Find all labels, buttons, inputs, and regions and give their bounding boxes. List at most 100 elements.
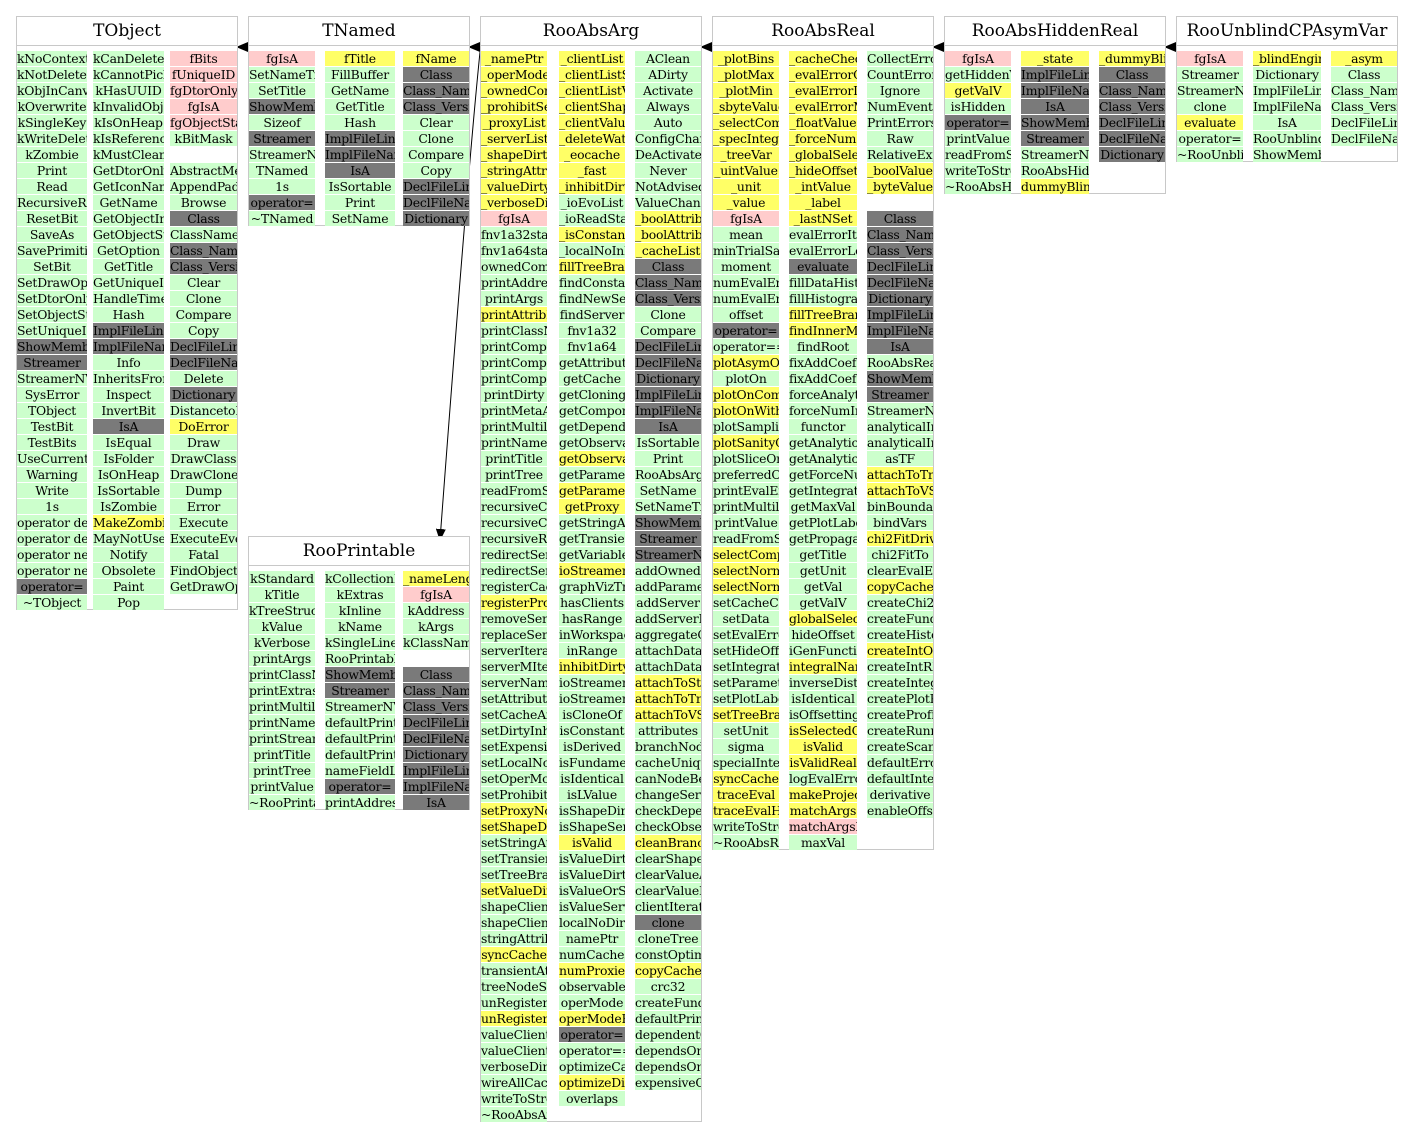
class-member: StreamerNVirtual bbox=[17, 371, 87, 386]
class-member: AClean bbox=[635, 51, 701, 66]
class-member: setTransientAttribute bbox=[481, 851, 547, 866]
class-member: clientIterator bbox=[635, 899, 701, 914]
class-member: ShowMembers bbox=[1021, 115, 1089, 130]
class-member: RooAbsReal bbox=[867, 355, 933, 370]
class-member: readFromStream bbox=[713, 531, 779, 546]
class-member: Class bbox=[1331, 67, 1397, 82]
class-member: matchArgs bbox=[789, 803, 857, 818]
class-member: createScanRI bbox=[867, 739, 933, 754]
class-member: isSelectedComp bbox=[789, 723, 857, 738]
class-member bbox=[170, 147, 237, 162]
class-member: printMultiline bbox=[713, 499, 779, 514]
class-member: Obsolete bbox=[93, 563, 164, 578]
class-member: Print bbox=[325, 195, 395, 210]
class-member: selectComp bbox=[713, 547, 779, 562]
class-member: DeclFileName bbox=[403, 195, 469, 210]
class-member: fgIsA bbox=[945, 51, 1011, 66]
class-member: SetNameTitle bbox=[635, 499, 701, 514]
class-member: DeclFileName bbox=[635, 355, 701, 370]
class-member: FillBuffer bbox=[325, 67, 395, 82]
class-member: setLocalNoDirtyInhibit bbox=[481, 755, 547, 770]
class-member: nameFieldLength bbox=[325, 763, 395, 778]
class-member: Paint bbox=[93, 579, 164, 594]
class-member: fnv1a32start bbox=[481, 227, 547, 242]
class-member: defaultPrintContents bbox=[635, 1011, 701, 1026]
member-column: fgIsAgetHiddenValgetValVisHiddenoperator… bbox=[945, 51, 1011, 195]
class-member: printMultiline bbox=[481, 419, 547, 434]
class-member: addOwnedComponents bbox=[635, 563, 701, 578]
class-member: overlaps bbox=[559, 1091, 625, 1106]
class-member: setValueDirty bbox=[481, 883, 547, 898]
class-title: RooUnblindCPAsymVar bbox=[1177, 17, 1397, 46]
class-member: sigma bbox=[713, 739, 779, 754]
class-member: redirectServersHook bbox=[481, 563, 547, 578]
class-member: clearEvalErrorLog bbox=[867, 563, 933, 578]
class-member: defaultErrorLevel bbox=[867, 755, 933, 770]
class-member: numCaches bbox=[559, 947, 625, 962]
class-member: replaceServer bbox=[481, 627, 547, 642]
class-member: Dictionary bbox=[403, 211, 469, 226]
class-member: constOptimizeTestStatistic bbox=[635, 947, 701, 962]
class-member: IsA bbox=[325, 163, 395, 178]
class-member: Dictionary bbox=[1099, 147, 1165, 162]
class-member: kArgs bbox=[403, 619, 469, 634]
class-member: _blindEngine bbox=[1253, 51, 1321, 66]
class-member: moment bbox=[713, 259, 779, 274]
class-member: ShowMembers bbox=[325, 667, 395, 682]
class-member: kSingleLine bbox=[325, 635, 395, 650]
class-member: fnv1a32 bbox=[559, 323, 625, 338]
class-member: fillHistogram bbox=[789, 291, 857, 306]
class-box-rooabshiddenreal: RooAbsHiddenReal fgIsAgetHiddenValgetVal… bbox=[944, 16, 1166, 194]
class-member: IsEqual bbox=[93, 435, 164, 450]
class-member bbox=[403, 651, 469, 666]
class-member: transientAttributes bbox=[481, 963, 547, 978]
class-box-rooabsarg: RooAbsArg _namePtr_operMode_ownedCompone… bbox=[480, 16, 702, 1122]
class-member: addParameters bbox=[635, 579, 701, 594]
class-member: readFromStream bbox=[481, 483, 547, 498]
class-member: createPlotProjection bbox=[867, 691, 933, 706]
class-member: Compare bbox=[170, 307, 237, 322]
class-member: _plotMin bbox=[713, 83, 779, 98]
class-member: createRunningIntegral bbox=[867, 723, 933, 738]
class-member: _byteValue bbox=[867, 179, 933, 194]
class-member: inverseDistribution bbox=[789, 675, 857, 690]
class-member: InvertBit bbox=[93, 403, 164, 418]
class-member: DeclFileName bbox=[867, 275, 933, 290]
class-member: writeToStream bbox=[481, 1091, 547, 1106]
class-member: getProxy bbox=[559, 499, 625, 514]
class-member: IsSortable bbox=[93, 483, 164, 498]
class-member: setTreeBranchStatus bbox=[713, 707, 779, 722]
class-member: plotSamplingHint bbox=[713, 419, 779, 434]
class-member: cacheUniqueSuffix bbox=[635, 755, 701, 770]
class-member: IsA bbox=[93, 419, 164, 434]
class-member: Dictionary bbox=[403, 747, 469, 762]
class-member: kClassName bbox=[403, 635, 469, 650]
class-member: _ownedComponents bbox=[481, 83, 547, 98]
class-member: specialIntegratorConfig bbox=[713, 755, 779, 770]
class-member: getValV bbox=[945, 83, 1011, 98]
class-member: printStream bbox=[249, 731, 315, 746]
class-member: minTrialSamples bbox=[713, 243, 779, 258]
class-member: Dictionary bbox=[1253, 67, 1321, 82]
class-member: hasClients bbox=[559, 595, 625, 610]
class-member: Clone bbox=[403, 131, 469, 146]
class-member: printCompactTreeHook bbox=[481, 355, 547, 370]
class-member: numEvalErrorItems bbox=[713, 275, 779, 290]
class-member: setIntegratorConfig bbox=[713, 659, 779, 674]
class-member: DeclFileLine bbox=[403, 715, 469, 730]
class-member: hasRange bbox=[559, 611, 625, 626]
class-member: shapeClientIterator bbox=[481, 899, 547, 914]
class-member: InheritsFrom bbox=[93, 371, 164, 386]
class-member: kExtras bbox=[325, 587, 395, 602]
class-member: StreamerNVirtual bbox=[1021, 147, 1089, 162]
class-member: _localNoInhibitDirty bbox=[559, 243, 625, 258]
class-member: Class_Version bbox=[1099, 99, 1165, 114]
class-member: _deleteWatch bbox=[559, 131, 625, 146]
class-member: 1s bbox=[249, 179, 315, 194]
class-member: SetNameTitle bbox=[249, 67, 315, 82]
class-member: fTitle bbox=[325, 51, 395, 66]
class-member: operator== bbox=[559, 1043, 625, 1058]
class-member: setExpensiveObjectCache bbox=[481, 739, 547, 754]
class-member: DeActivate bbox=[635, 147, 701, 162]
class-member: forceAnalyticalInt bbox=[789, 387, 857, 402]
